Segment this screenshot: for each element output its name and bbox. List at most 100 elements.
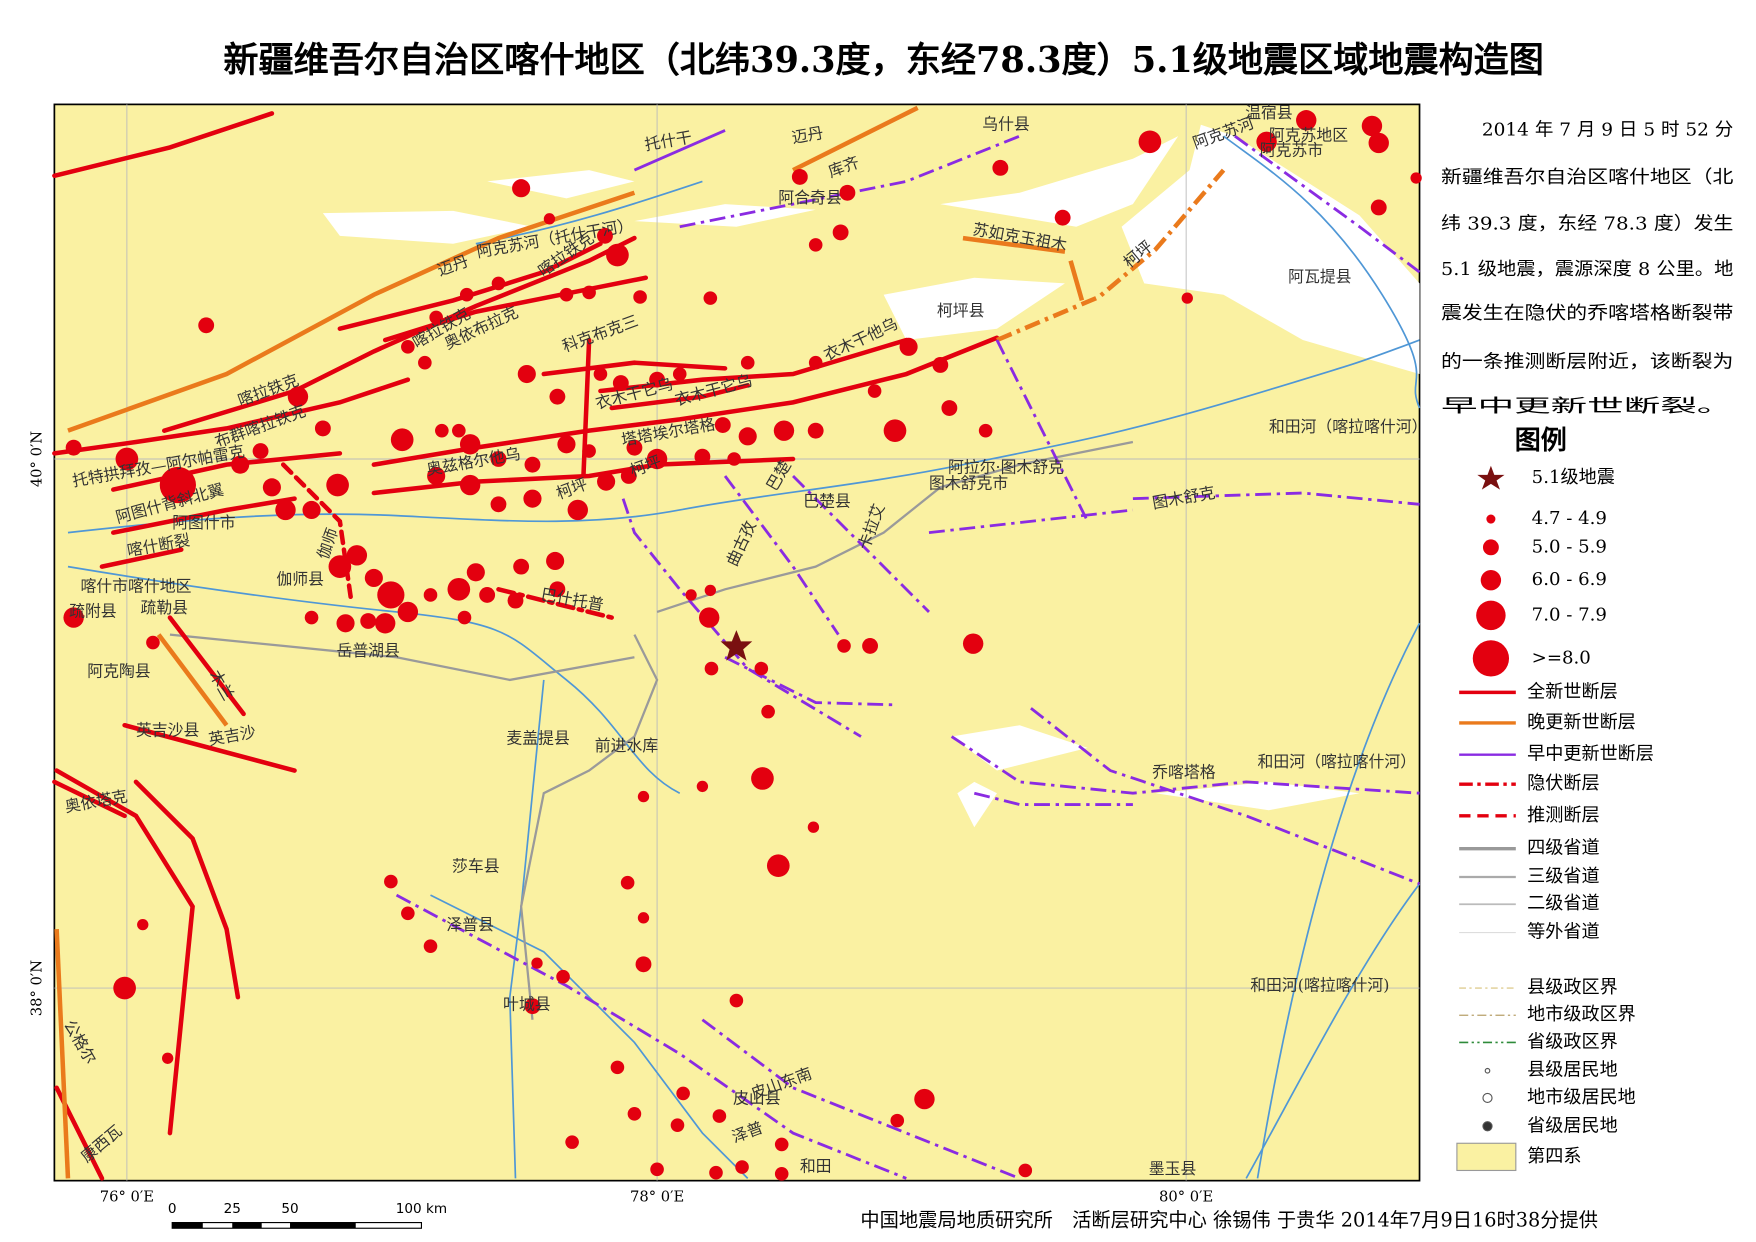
place-label: 乌什县 (982, 114, 1030, 133)
place-label: 泽普县 (446, 915, 494, 934)
legend-symbol (1482, 1092, 1493, 1104)
earthquake (374, 613, 396, 634)
legend-label: 5.1级地震 (1532, 467, 1615, 488)
legend-label: 全新世断层 (1527, 681, 1618, 702)
earthquake (1018, 1163, 1033, 1178)
earthquake (146, 635, 160, 650)
legend-symbol (1476, 600, 1506, 631)
earthquake (649, 371, 666, 388)
earthquake (751, 767, 774, 790)
earthquake (808, 355, 823, 370)
earthquake (685, 589, 697, 601)
earthquake (336, 614, 355, 633)
info-line: 2014 年 7 月 9 日 5 时 52 分 (1482, 119, 1734, 140)
earthquake (490, 496, 507, 513)
earthquake (314, 420, 331, 437)
place-label: 疏附县 (69, 601, 117, 620)
earthquake (620, 468, 637, 484)
legend-label: 县级居民地 (1527, 1060, 1618, 1081)
legend-label: 第四系 (1527, 1146, 1581, 1167)
legend-label: 早中更新世断层 (1527, 744, 1654, 765)
earthquake (63, 607, 84, 628)
earthquake (774, 1137, 789, 1152)
earthquake (941, 400, 958, 416)
place-label: 图木舒克市 (929, 473, 1008, 492)
place-label: 疏勒县 (140, 598, 188, 617)
place-label: 阿克苏市 (1260, 140, 1324, 159)
legend-label: 推测断层 (1527, 805, 1599, 826)
info-line: 震发生在隐伏的乔喀塔格断裂带 (1441, 303, 1733, 324)
place-label: 和田河（喀拉喀什河） (1258, 752, 1417, 771)
legend-label: 晚更新世断层 (1527, 712, 1636, 733)
place-label: 柯坪县 (937, 301, 985, 320)
earthquake (507, 592, 524, 609)
info-line: 的一条推测断层附近，该断裂为 (1441, 352, 1733, 373)
earthquake (774, 1167, 789, 1181)
place-label: 墨玉县 (1149, 1159, 1197, 1178)
earthquake (113, 976, 136, 1000)
earthquake (512, 179, 531, 198)
earthquake (1181, 292, 1193, 304)
earthquake (556, 969, 570, 984)
legend-label: 三级省道 (1527, 866, 1599, 887)
place-label: 阿瓦提县 (1288, 267, 1351, 286)
earthquake (626, 439, 643, 456)
legend-label: 6.0 - 6.9 (1532, 569, 1607, 590)
earthquake (427, 466, 446, 486)
legend-symbol (1482, 1121, 1493, 1132)
earthquake (1138, 130, 1162, 154)
earthquake (517, 364, 536, 384)
legend-label: 地市级政区界 (1527, 1004, 1636, 1025)
earthquake (738, 427, 757, 446)
info-line: 纬 39.3 度，东经 78.3 度）发生 (1441, 213, 1733, 234)
earthquake (709, 1165, 723, 1180)
earthquake (635, 956, 652, 973)
earthquake (914, 1088, 935, 1110)
earthquake (162, 1052, 174, 1064)
earthquake (423, 588, 438, 602)
earthquake (418, 355, 432, 370)
earthquake (565, 1135, 579, 1149)
earthquake (459, 434, 481, 455)
earthquake (696, 780, 709, 793)
earthquake (231, 455, 250, 474)
scale-label: 25 (224, 1201, 241, 1217)
earthquake (637, 912, 650, 924)
credit: 中国地震局地质研究所 活断层研究中心 徐锡伟 于贵华 2014年7月9日16时3… (860, 1208, 1598, 1231)
place-label: 岳普湖县 (336, 641, 399, 660)
earthquake (582, 285, 596, 300)
earthquake (252, 443, 269, 459)
earthquake (466, 563, 485, 582)
earthquake (491, 276, 506, 291)
earthquake (65, 439, 82, 456)
earthquake (543, 213, 556, 225)
earthquake (459, 474, 481, 496)
legend-label: 7.0 - 7.9 (1532, 604, 1607, 625)
earthquake (559, 287, 574, 302)
earthquake (490, 451, 507, 467)
scale-bar: 0 25 50 100 km (168, 1201, 447, 1229)
earthquake (962, 633, 984, 654)
earthquake (364, 568, 383, 588)
info-line: 新疆维吾尔自治区喀什地区（北 (1441, 167, 1733, 188)
place-label: 前进水库 (595, 736, 659, 755)
place-label: 阿拉尔·图木舒克 (948, 458, 1064, 477)
earthquake (832, 224, 849, 241)
place-label: 阿图什市 (172, 513, 236, 532)
earthquake (612, 375, 629, 392)
earthquake (670, 1118, 685, 1132)
earthquake (597, 227, 613, 244)
earthquake (401, 906, 415, 921)
earthquake (932, 357, 949, 373)
earthquake (735, 1160, 749, 1174)
earthquake (610, 1060, 625, 1075)
earthquake (862, 637, 878, 654)
legend-label: 5.0 - 5.9 (1532, 536, 1607, 557)
lon-label: 80° 0′E (1159, 1189, 1213, 1206)
legend-label: >=8.0 (1532, 647, 1591, 668)
place-label: 伽师县 (276, 570, 324, 589)
earthquake (714, 417, 731, 433)
earthquake (650, 1162, 664, 1177)
